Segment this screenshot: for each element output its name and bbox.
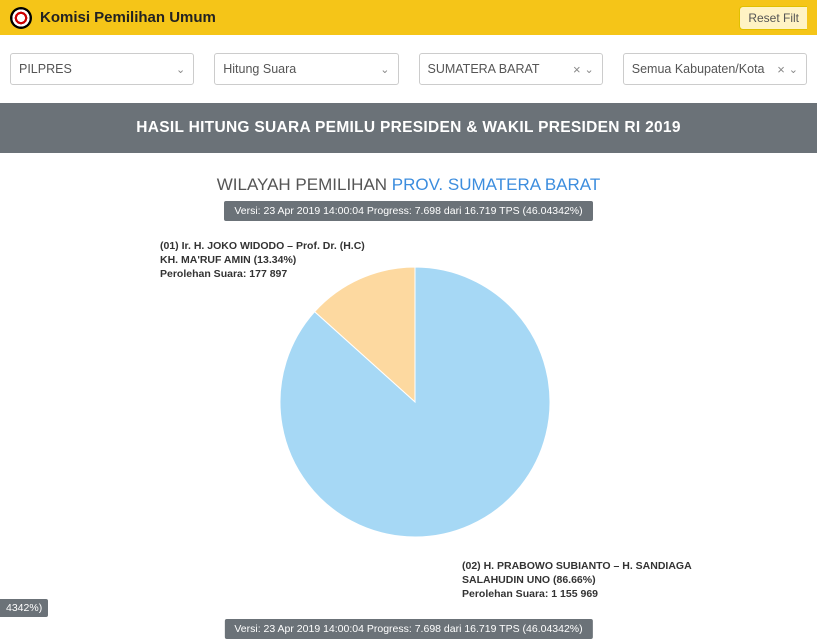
select-count-type[interactable]: Hitung Suara ⌄ [214,53,398,85]
label-line: SALAHUDIN UNO (86.66%) [462,573,692,587]
pie-chart [280,267,550,537]
select-value: Semua Kabupaten/Kota [632,62,765,76]
select-election-type[interactable]: PILPRES ⌄ [10,53,194,85]
slice-label-2: (02) H. PRABOWO SUBIANTO – H. SANDIAGA S… [462,559,692,602]
chevron-down-icon: ⌄ [176,63,185,76]
select-value: SUMATERA BARAT [428,62,540,76]
label-line: KH. MA'RUF AMIN (13.34%) [160,253,365,267]
chevron-down-icon: ⌄ [789,63,798,76]
reset-filter-button[interactable]: Reset Filt [739,6,807,30]
select-regency[interactable]: Semua Kabupaten/Kota × ⌄ [623,53,807,85]
label-line: Perolehan Suara: 1 155 969 [462,587,692,601]
version-pill-top: Versi: 23 Apr 2019 14:00:04 Progress: 7.… [224,201,592,221]
header-left: Komisi Pemilihan Umum [10,7,216,29]
pie-chart-area: (01) Ir. H. JOKO WIDODO – Prof. Dr. (H.C… [0,239,817,639]
region-heading: WILAYAH PEMILIHAN PROV. SUMATERA BARAT [0,175,817,195]
region-prefix: WILAYAH PEMILIHAN [217,175,392,194]
header-bar: Komisi Pemilihan Umum Reset Filt [0,0,817,35]
clear-icon[interactable]: × [777,62,785,77]
select-value: Hitung Suara [223,62,296,76]
kpu-logo-icon [10,7,32,29]
region-name: PROV. SUMATERA BARAT [392,175,600,194]
filter-row: PILPRES ⌄ Hitung Suara ⌄ SUMATERA BARAT … [0,35,817,103]
page-banner: HASIL HITUNG SUARA PEMILU PRESIDEN & WAK… [0,103,817,153]
clear-icon[interactable]: × [573,62,581,77]
label-line: (02) H. PRABOWO SUBIANTO – H. SANDIAGA [462,559,692,573]
version-pill-bottom: Versi: 23 Apr 2019 14:00:04 Progress: 7.… [224,619,592,639]
chevron-down-icon: ⌄ [585,63,594,76]
chevron-down-icon: ⌄ [380,63,389,76]
select-province[interactable]: SUMATERA BARAT × ⌄ [419,53,603,85]
label-line: (01) Ir. H. JOKO WIDODO – Prof. Dr. (H.C… [160,239,365,253]
select-value: PILPRES [19,62,72,76]
app-title: Komisi Pemilihan Umum [40,9,216,26]
truncated-badge: 4342%) [0,599,48,617]
